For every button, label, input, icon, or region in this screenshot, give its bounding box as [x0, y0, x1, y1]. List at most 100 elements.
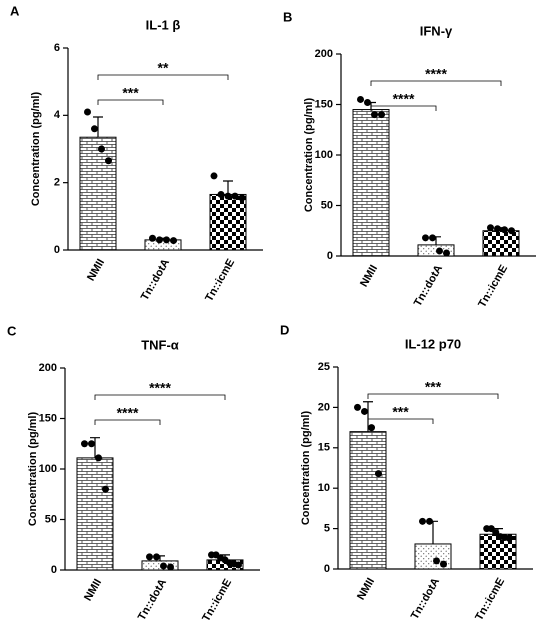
significance-label: ****: [117, 405, 139, 421]
error-bar: [223, 180, 233, 195]
y-tick-label: 50: [45, 513, 57, 525]
error-bar: [90, 437, 100, 458]
data-point: [354, 403, 361, 411]
data-point: [84, 108, 91, 116]
chart-title: IFN-γ: [420, 23, 453, 38]
data-point: [102, 485, 109, 493]
chart-title: IL-12 p70: [405, 336, 461, 351]
bar: [209, 193, 247, 251]
x-tick-label: Tn::icmE: [476, 263, 510, 310]
data-point: [429, 234, 436, 242]
data-point: [170, 237, 177, 245]
y-tick-label: 0: [324, 563, 330, 575]
y-tick-label: 15: [318, 442, 330, 454]
data-point: [160, 562, 167, 570]
y-tick-label: 10: [318, 482, 330, 494]
y-tick-label: 25: [318, 361, 330, 373]
data-point: [505, 534, 513, 542]
data-point: [443, 249, 450, 257]
x-tick-label: Tn::icmE: [200, 577, 234, 624]
data-point: [81, 440, 88, 448]
data-point: [368, 424, 375, 432]
x-tick-label: NMII: [355, 576, 377, 602]
y-tick-label: 0: [51, 564, 57, 576]
data-point: [422, 234, 429, 242]
y-tick-label: 6: [54, 42, 60, 54]
y-axis-label: Concentration (pg/ml): [30, 92, 42, 207]
data-point: [91, 125, 98, 133]
data-point: [492, 529, 500, 537]
bar: [349, 431, 387, 570]
significance-label: ***: [392, 404, 409, 420]
significance-bracket: [97, 74, 229, 80]
significance-bracket: [370, 80, 502, 86]
significance-bracket: [367, 418, 434, 424]
data-point: [419, 517, 426, 525]
significance-bracket: [94, 419, 161, 425]
significance-bracket: [367, 393, 499, 399]
data-point: [167, 563, 174, 571]
y-axis-label: Concentration (pg/ml): [300, 411, 312, 526]
data-point: [163, 236, 170, 244]
x-tick-label: Tn::dotA: [136, 577, 169, 623]
data-point: [433, 557, 440, 565]
significance-label: ***: [425, 379, 442, 395]
data-point: [375, 470, 382, 478]
bar: [76, 457, 114, 571]
x-tick-label: NMII: [82, 577, 104, 603]
data-point: [426, 517, 433, 525]
y-axis-label: Concentration (pg/ml): [27, 412, 39, 527]
data-point: [146, 553, 153, 561]
x-tick-label: Tn::dotA: [409, 576, 442, 622]
data-point: [105, 157, 112, 165]
significance-bracket: [94, 394, 226, 400]
data-point: [357, 95, 364, 103]
data-point: [501, 226, 508, 234]
data-point: [508, 227, 515, 235]
data-point: [153, 553, 160, 561]
y-tick-label: 4: [54, 109, 61, 121]
x-tick-label: Tn::icmE: [473, 576, 507, 623]
panel-letter: B: [283, 9, 292, 24]
panel-letter: C: [7, 323, 17, 338]
panel-letter: D: [280, 322, 289, 337]
x-tick-label: NMII: [85, 257, 107, 283]
data-point: [436, 247, 443, 255]
significance-label: ****: [393, 91, 415, 107]
data-point: [361, 407, 368, 415]
data-point: [487, 525, 495, 533]
data-point: [238, 194, 246, 202]
x-tick-label: Tn::dotA: [412, 263, 445, 309]
data-point: [364, 98, 371, 106]
significance-bracket: [370, 105, 437, 111]
significance-label: ***: [122, 85, 139, 101]
data-point: [224, 192, 232, 200]
y-tick-label: 5: [324, 523, 330, 535]
y-tick-label: 2: [54, 177, 60, 189]
chart-title: TNF-α: [141, 337, 179, 352]
y-axis-label: Concentration (pg/ml): [303, 98, 315, 213]
data-point: [494, 225, 501, 233]
y-tick-label: 200: [315, 48, 333, 60]
chart-title: IL-1 β: [146, 17, 181, 32]
significance-label: **: [158, 60, 169, 76]
y-tick-label: 100: [315, 149, 333, 161]
y-tick-label: 20: [318, 401, 330, 413]
significance-label: ****: [425, 66, 447, 82]
data-point: [95, 454, 102, 462]
data-point: [217, 190, 225, 198]
data-point: [98, 145, 105, 153]
y-tick-label: 0: [327, 250, 333, 262]
y-tick-label: 100: [39, 463, 57, 475]
x-tick-label: NMII: [358, 263, 380, 289]
error-bar: [93, 116, 103, 138]
data-point: [378, 111, 385, 119]
y-tick-label: 50: [321, 199, 333, 211]
data-point: [149, 234, 156, 242]
y-tick-label: 150: [315, 98, 333, 110]
y-tick-label: 200: [39, 362, 57, 374]
significance-bracket: [97, 99, 164, 105]
y-tick-label: 0: [54, 244, 60, 256]
data-point: [88, 440, 95, 448]
data-point: [235, 561, 242, 569]
